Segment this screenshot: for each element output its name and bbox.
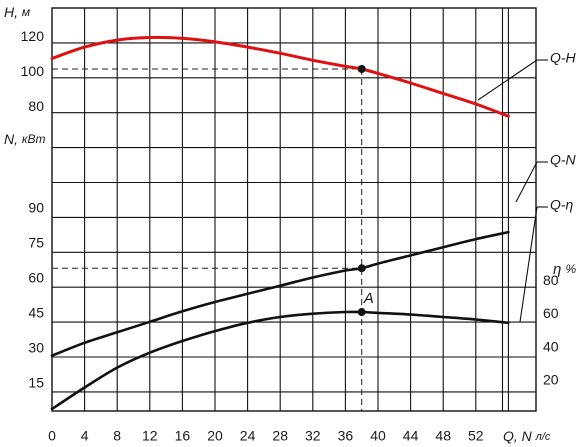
eta-axis-title: η % (553, 261, 577, 278)
n-tick-label: 30 (28, 339, 44, 355)
x-tick-label: 28 (272, 428, 288, 444)
x-tick-label: 0 (48, 428, 56, 444)
operating-point-eta-marker (357, 308, 366, 317)
chart-grid (51, 7, 537, 412)
chart-labels: 0 4 8 12 16 20 24 28 32 36 40 44 48 52801001201530456… (4, 4, 577, 444)
x-tick-label: 40 (370, 428, 386, 444)
x-tick-label: 24 (240, 428, 256, 444)
n-tick-label: 75 (28, 234, 44, 250)
h-tick-label: 120 (21, 28, 45, 44)
x-tick-label: 32 (305, 428, 321, 444)
plot-frame (51, 7, 537, 412)
operating-point-n-marker (357, 264, 366, 273)
x-tick-label: 44 (403, 428, 419, 444)
x-tick-label: 8 (113, 428, 121, 444)
series-leader-line (519, 206, 538, 323)
q-eta-curve (50, 310, 510, 411)
q-h-curve (50, 35, 510, 118)
q-eta-series-label: Q-η (550, 197, 574, 213)
q-axis-title: Q, N л/с (503, 428, 551, 444)
n-tick-label: 45 (28, 304, 44, 320)
x-tick-label: 48 (435, 428, 451, 444)
eta-tick-label: 20 (543, 372, 559, 388)
h-axis-title: H, м (4, 4, 30, 20)
n-axis-title: N, кВт (4, 131, 46, 147)
operating-point-h-marker (357, 65, 366, 73)
n-tick-label: 60 (28, 269, 44, 285)
n-tick-label: 90 (28, 200, 44, 216)
x-tick-label: 36 (338, 428, 354, 444)
eta-tick-label: 80 (543, 272, 559, 288)
x-tick-label: 4 (81, 428, 89, 444)
n-tick-label: 15 (28, 374, 44, 390)
q-n-curve (50, 230, 510, 357)
x-tick-label: 12 (142, 428, 158, 444)
series-leader-line (515, 161, 538, 203)
q-h-series-label: Q-H (550, 50, 577, 66)
h-tick-label: 80 (28, 98, 44, 114)
h-tick-label: 100 (21, 63, 45, 79)
eta-tick-label: 40 (543, 338, 559, 354)
eta-tick-label: 60 (543, 305, 559, 321)
operating-point-guides (52, 68, 363, 411)
x-tick-label: 16 (175, 428, 191, 444)
q-n-series-label: Q-N (550, 152, 577, 168)
x-tick-label: 20 (207, 428, 223, 444)
operating-point-label: A (363, 290, 374, 307)
chart-curves (50, 35, 510, 411)
series-leader-line (477, 59, 538, 101)
x-tick-label: 52 (468, 428, 484, 444)
